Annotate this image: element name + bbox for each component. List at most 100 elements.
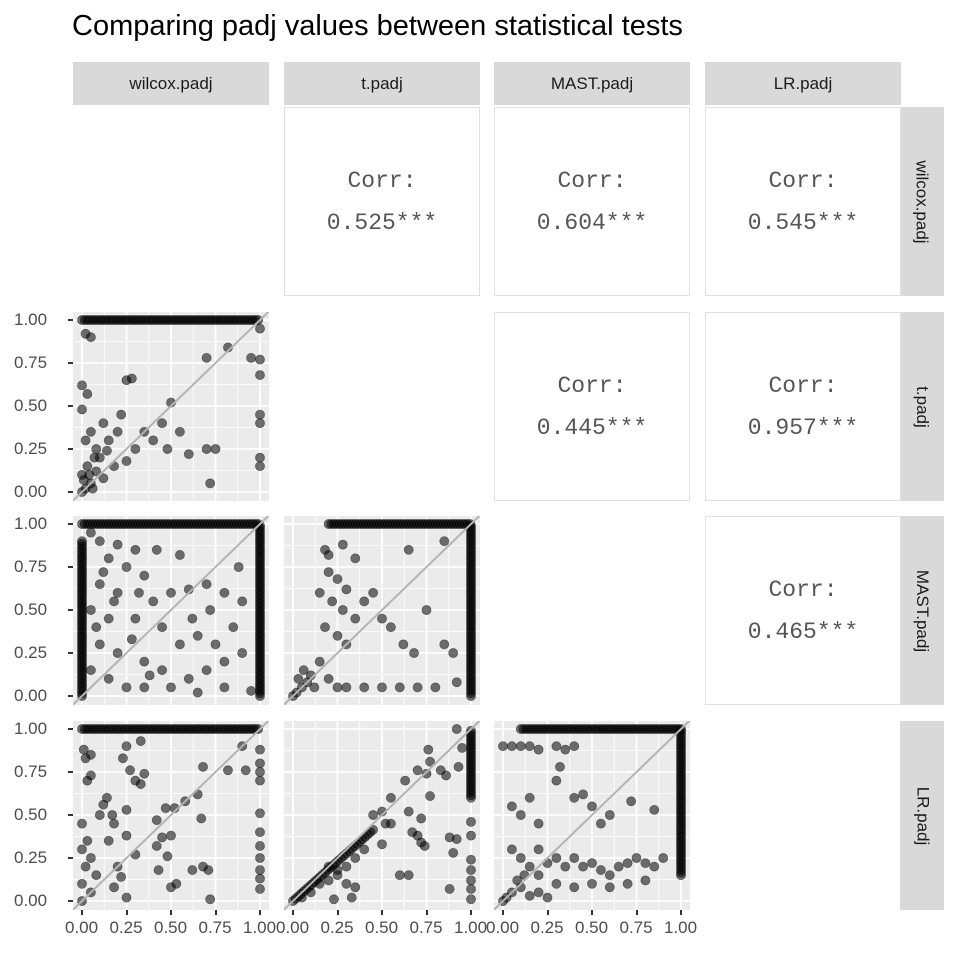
data-point — [533, 870, 544, 881]
y-tick-label: 0.50 — [14, 396, 48, 415]
x-tick-mark — [680, 910, 682, 915]
data-point — [192, 687, 203, 698]
data-point — [676, 725, 686, 736]
data-point — [237, 648, 248, 658]
data-point — [255, 409, 265, 420]
y-tick-mark — [68, 728, 73, 730]
data-point — [337, 605, 348, 615]
data-point — [80, 435, 91, 446]
data-point — [107, 810, 118, 820]
data-point — [151, 815, 162, 826]
data-point — [196, 813, 207, 824]
data-point — [94, 810, 105, 820]
data-point — [187, 865, 198, 875]
data-point — [425, 791, 435, 801]
data-point — [130, 444, 141, 454]
data-point — [109, 818, 119, 829]
data-point — [103, 435, 114, 446]
data-point — [498, 741, 508, 752]
y-tick-mark — [68, 448, 73, 450]
data-point — [640, 875, 651, 886]
data-point — [524, 741, 535, 752]
data-point — [466, 830, 476, 841]
row-strip-label: LR.padj — [913, 786, 933, 845]
data-point — [91, 622, 102, 633]
data-point — [578, 789, 588, 800]
row-strip-mast: MAST.padj — [900, 516, 944, 705]
data-point — [626, 796, 637, 807]
y-tick-mark — [68, 566, 73, 568]
y-tick-mark — [68, 523, 73, 525]
y-tick-label: 1.00 — [14, 310, 48, 329]
data-point — [341, 861, 352, 872]
data-point — [551, 741, 562, 752]
data-point — [91, 870, 102, 881]
data-point — [255, 520, 265, 531]
y-tick-mark — [68, 652, 73, 654]
x-tick-mark — [381, 910, 383, 915]
data-point — [144, 670, 155, 681]
data-point — [298, 665, 309, 676]
x-tick-mark — [470, 910, 472, 915]
data-point — [89, 452, 100, 463]
data-point — [466, 894, 476, 905]
data-point — [240, 765, 251, 776]
data-point — [255, 853, 265, 863]
data-point — [255, 873, 265, 884]
data-point — [403, 870, 414, 881]
data-point — [255, 865, 265, 875]
y-tick-label: 0.50 — [14, 600, 48, 619]
chart-title: Comparing padj values between statistica… — [72, 10, 683, 42]
y-tick-mark — [68, 362, 73, 364]
x-tick-mark — [125, 910, 128, 915]
data-point — [512, 875, 523, 886]
data-point — [103, 835, 114, 846]
correlation-box: Corr: 0.545*** — [705, 107, 901, 296]
correlation-box: Corr: 0.525*** — [284, 107, 480, 296]
data-point — [255, 884, 265, 894]
data-point — [246, 352, 256, 363]
data-point — [604, 870, 615, 881]
data-point — [255, 370, 265, 380]
correlation-box: Corr: 0.465*** — [705, 516, 901, 705]
x-tick-mark — [502, 910, 504, 915]
data-point — [506, 741, 517, 752]
data-point — [569, 882, 580, 893]
data-point — [255, 758, 265, 769]
y-tick-label: 0.00 — [14, 686, 48, 705]
data-point — [466, 865, 476, 875]
data-point — [102, 792, 112, 803]
data-point — [135, 736, 146, 746]
data-point — [368, 587, 378, 598]
data-point — [314, 587, 325, 598]
data-point — [135, 779, 146, 789]
data-point — [394, 682, 405, 693]
data-point — [253, 724, 264, 734]
data-point — [255, 452, 265, 463]
data-point — [77, 844, 87, 855]
data-point — [151, 544, 162, 555]
data-point — [451, 834, 462, 844]
data-point — [649, 861, 660, 872]
corr-value: 0.957*** — [747, 414, 859, 441]
data-point — [201, 352, 212, 363]
x-tick-label: 0.00 — [65, 918, 99, 937]
y-tick-mark — [68, 491, 73, 493]
data-point — [409, 648, 419, 658]
data-point — [94, 579, 105, 590]
data-point — [368, 810, 378, 820]
data-point — [112, 587, 123, 598]
data-point — [166, 682, 176, 693]
row-strip-label: t.padj — [913, 385, 932, 428]
data-point — [323, 673, 334, 684]
identity-line — [494, 721, 690, 910]
data-point — [332, 574, 343, 584]
y-tick-mark — [68, 900, 73, 902]
data-point — [94, 536, 105, 547]
data-point — [183, 673, 194, 684]
x-tick-mark — [425, 910, 428, 915]
y-tick-label: 0.25 — [14, 643, 48, 662]
data-point — [451, 724, 462, 734]
data-point — [622, 878, 633, 889]
data-point — [337, 539, 348, 550]
